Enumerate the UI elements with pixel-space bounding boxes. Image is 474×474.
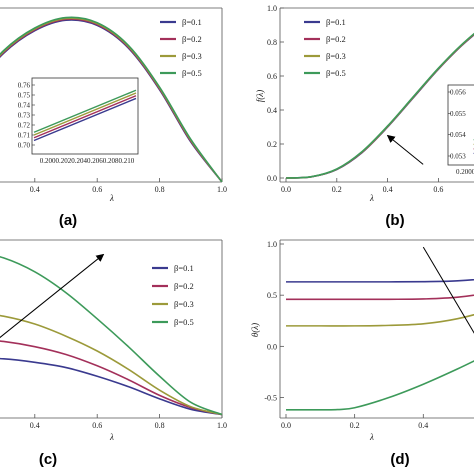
x-axis-title: λ (369, 432, 374, 442)
legend-entry: β=0.3 (174, 299, 194, 309)
y-tick-label: 1.0 (267, 240, 277, 249)
y-tick-label: 0.0 (267, 174, 277, 183)
inset-y-tick-label: 0.056 (450, 89, 466, 97)
series-line-2 (285, 32, 474, 179)
series-group (285, 278, 474, 411)
y-tick-label: 0.8 (267, 38, 277, 47)
y-tick-label: 0.6 (267, 72, 277, 81)
series-line-0 (0, 357, 223, 416)
x-tick-label: 1.0 (217, 421, 227, 430)
legend-entry: β=0.1 (174, 263, 194, 273)
y-axis-title: f(λ) (255, 90, 265, 102)
x-tick-label: 0.2 (350, 421, 360, 430)
x-tick-label: 0.4 (418, 421, 428, 430)
panel-3: 0.00.20.40.6-0.50.00.51.0λθ(λ)(d) (250, 239, 474, 468)
legend-entry: β=0.3 (182, 51, 202, 61)
panel-label: (d) (390, 451, 409, 468)
series-group (0, 255, 223, 416)
panel-label: (b) (385, 212, 404, 229)
trend-arrow (0, 253, 105, 339)
inset-y-tick-label: 0.74 (18, 102, 31, 110)
x-tick-label: 0.6 (92, 185, 102, 194)
y-tick-label: 0.5 (267, 291, 277, 300)
legend-entry: β=0.1 (182, 17, 202, 27)
series-line-0 (285, 33, 474, 179)
x-tick-label: 0.8 (155, 185, 165, 194)
series-line-3 (0, 255, 223, 416)
x-tick-label: 1.0 (217, 185, 227, 194)
panel-label: (a) (59, 212, 77, 229)
inset: 0.76 0.75 0.74 0.73 0.72 0.71 0.70 0.2000.2020.… (18, 77, 139, 165)
y-axis-title: θ(λ) (250, 323, 260, 337)
panel-2: 0.4 0.6 0.8 1.0 λ β=0.1 β=0.2 β=0.3 β=0.5 (c) (0, 239, 227, 468)
x-tick-label: 0.6 (433, 185, 443, 194)
series-line-1 (285, 33, 474, 179)
y-tick-label: -0.5 (264, 394, 277, 403)
trend-arrow (422, 246, 474, 334)
legend-entry: β=0.3 (326, 51, 346, 61)
series-line-1 (286, 294, 474, 301)
inset-y-tick-label: 0.72 (18, 122, 31, 130)
y-tick-label: 0.0 (267, 342, 277, 351)
series-line-3 (285, 32, 474, 179)
legend-entry: β=0.2 (326, 34, 346, 44)
legend-entry: β=0.5 (182, 68, 202, 78)
series-line-0 (286, 278, 474, 283)
inset-y-tick-label: 0.75 (18, 92, 31, 100)
x-tick-label: 0.4 (383, 185, 393, 194)
x-tick-label: 0.4 (30, 421, 40, 430)
inset-frame (447, 84, 474, 166)
panel-1: 0.0 0.2 0.4 0.6 0.0 0.2 0.4 0.6 0.8 1.0 λ f(λ) β=0.1… (255, 4, 474, 229)
x-axis-title: λ (109, 193, 114, 203)
series-line-2 (0, 314, 223, 416)
series-line-2 (286, 313, 474, 327)
x-tick-label: 0.8 (155, 421, 165, 430)
inset-y-tick-label: 0.71 (18, 132, 31, 140)
inset-x-tick-labels: 0.2000.2020.2040.2060.2080.210 (40, 157, 135, 165)
trend-arrow (386, 134, 424, 165)
y-tick-label: 0.2 (267, 140, 277, 149)
y-tick-label: 0.4 (267, 106, 277, 115)
legend-entry: β=0.5 (326, 68, 346, 78)
x-tick-label: 0.0 (281, 185, 291, 194)
y-tick-label: 1.0 (267, 4, 277, 13)
panels: 0.4 0.6 0.8 1.0λβ=0.1β=0.2β=0.3β=0.50.760.7… (0, 4, 474, 468)
x-tick-label: 0.0 (281, 421, 291, 430)
legend-entry: β=0.2 (174, 281, 194, 291)
x-tick-label: 0.2 (332, 185, 342, 194)
inset-series-2 (33, 92, 137, 136)
series-line-3 (0, 16, 223, 182)
legend-entry: β=0.1 (326, 17, 346, 27)
inset-y-tick-label: 0.054 (450, 131, 466, 139)
inset-y-tick-label: 0.055 (450, 110, 466, 118)
inset-series-3 (33, 89, 137, 133)
legend-entry: β=0.2 (182, 34, 202, 44)
series-group (285, 32, 474, 179)
inset: 0.056 0.055 0.054 0.053 0.2000 (447, 84, 474, 176)
inset-series-0 (33, 97, 137, 142)
inset-series-1 (33, 95, 137, 139)
inset-y-tick-label: 0.76 (18, 82, 31, 90)
inset-y-tick-label: 0.73 (18, 112, 31, 120)
series-line-3 (285, 360, 474, 411)
inset-y-tick-label: 0.053 (450, 153, 466, 161)
panel-0: 0.4 0.6 0.8 1.0λβ=0.1β=0.2β=0.3β=0.50.760.7… (0, 7, 227, 229)
x-axis-title: λ (369, 193, 374, 203)
x-axis-title: λ (109, 432, 114, 442)
inset-y-tick-label: 0.70 (18, 142, 31, 150)
series-line-1 (0, 340, 223, 416)
series-group (0, 16, 223, 182)
panel-label: (c) (39, 451, 57, 468)
inset-x-tick-labels: 0.2000 (456, 168, 474, 176)
x-tick-label: 0.4 (30, 185, 40, 194)
legend-entry: β=0.5 (174, 317, 194, 327)
x-tick-label: 0.6 (92, 421, 102, 430)
